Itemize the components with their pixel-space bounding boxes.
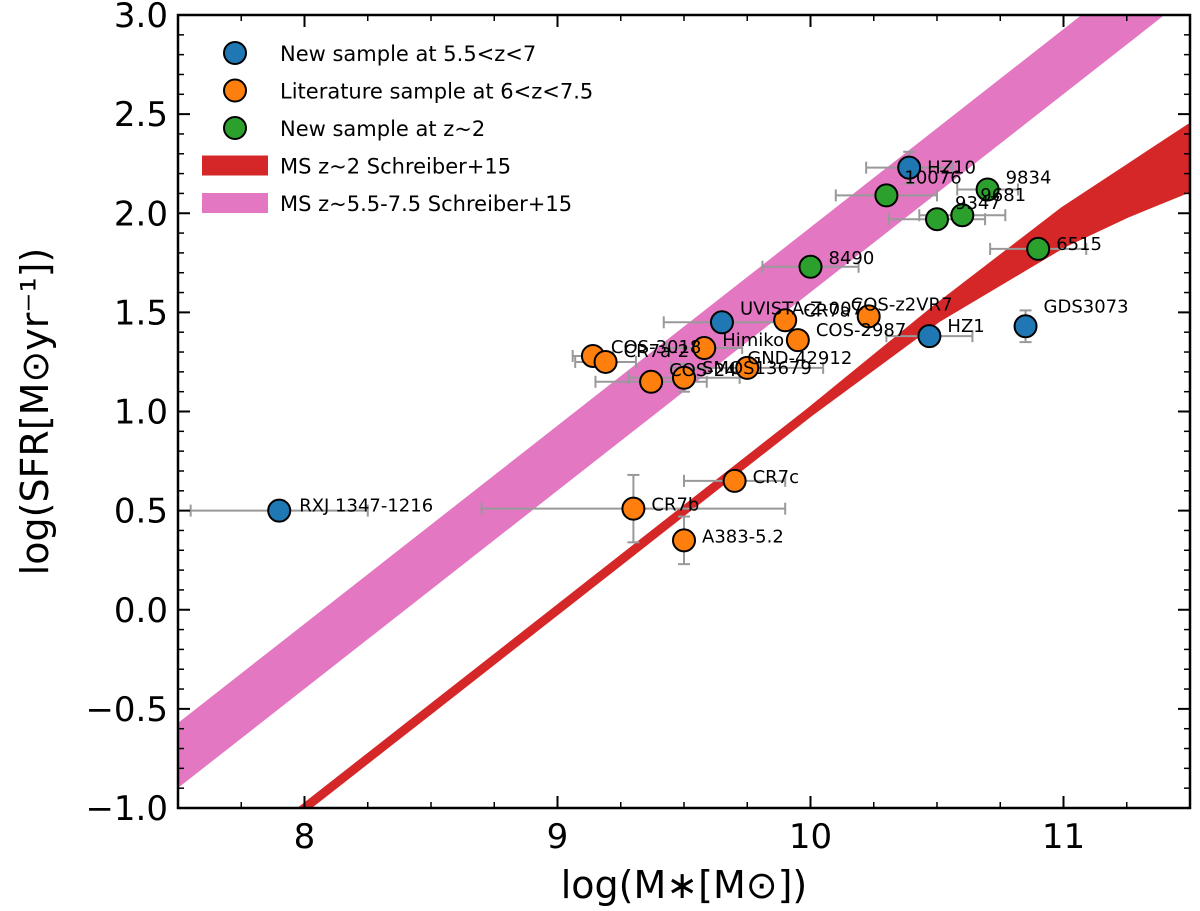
legend-label: Literature sample at 6<z<7.5 (280, 80, 593, 104)
legend-label: New sample at z~2 (280, 117, 485, 141)
data-point-label: A383-5.2 (702, 526, 784, 547)
legend-label: New sample at 5.5<z<7 (280, 42, 536, 66)
legend-label: MS z~2 Schreiber+15 (280, 155, 511, 179)
data-point (925, 207, 949, 232)
data-point (722, 468, 747, 493)
data-point (735, 355, 760, 380)
data-point (856, 304, 881, 329)
y-tick-label: −0.5 (85, 690, 168, 730)
data-point (621, 496, 646, 521)
data-point (773, 308, 798, 333)
ms-bands (178, 15, 1190, 808)
data-point-label: GDS3073 (1044, 296, 1129, 317)
legend: New sample at 5.5<z<7 Literature sample a… (202, 41, 593, 216)
data-point (798, 254, 823, 279)
data-point (672, 528, 696, 553)
data-markers (267, 155, 1051, 553)
data-point (917, 324, 942, 349)
y-tick-label: 2.0 (114, 194, 168, 234)
data-point-label: 9834 (1006, 167, 1052, 188)
x-tick-label: 11 (1042, 817, 1085, 857)
y-tick-label: 0.5 (114, 492, 168, 532)
data-point-label: HZ1 (947, 316, 984, 337)
point-labels: HZ10 UVISTA-Z-007 HZ1 GDS3073 RXJ 1347-1216 C… (299, 158, 1128, 548)
data-point (1026, 236, 1051, 261)
y-tick-label: −1.0 (85, 789, 168, 829)
x-tick-label: 10 (789, 817, 832, 857)
legend-marker (223, 116, 247, 140)
y-tick-label: 3.0 (114, 0, 168, 36)
data-point-label: 6515 (1056, 234, 1102, 255)
ms-high-z-band (178, 15, 1165, 787)
data-point-label: COS-z2VR7 (851, 294, 953, 315)
data-point-label: UVISTA-Z-007 (740, 298, 863, 319)
data-point (692, 336, 717, 361)
data-point (1013, 314, 1038, 339)
data-point-label: 10076 (904, 167, 961, 188)
data-point-label: 8490 (829, 248, 875, 269)
data-point (975, 177, 1000, 202)
data-point (639, 369, 664, 394)
data-point-label: HZ10 (927, 158, 976, 179)
y-tick-label: 1.0 (114, 393, 168, 433)
data-point (785, 328, 810, 353)
ms-z2-band (297, 123, 1190, 808)
data-point-label: CR7c (753, 467, 799, 488)
x-tick-label: 9 (547, 817, 569, 857)
y-tick-label: 0.0 (114, 591, 168, 631)
data-point (672, 365, 696, 390)
data-point-label: CR7a (803, 300, 851, 321)
legend-swatch (202, 193, 268, 213)
data-point-label: CR7b (651, 495, 699, 516)
data-point-label: COS-24 (669, 360, 737, 381)
data-point (267, 498, 292, 523)
legend-marker (223, 41, 247, 65)
legend-swatch (202, 155, 268, 176)
data-point (874, 183, 899, 208)
data-point (593, 349, 618, 374)
data-point-label: COS-3018 (611, 337, 701, 358)
data-point-label: SMOS13679 (702, 358, 812, 379)
data-point-label: Himiko (722, 330, 784, 351)
y-tick-label: 1.5 (114, 293, 168, 333)
data-point-label: 9681 (980, 185, 1026, 206)
legend-marker (223, 78, 247, 103)
x-axis-title: log(M∗[M⊙]) (561, 863, 807, 907)
data-point-label: COS-2987 (816, 320, 906, 341)
data-point (897, 155, 922, 180)
y-axis-title: log(SFR[M⊙yr⁻¹]) (13, 248, 57, 576)
axis-ticks: 8 9 10 11 −1.0 −0.5 0.0 0.5 1.0 1.5 2.0 2.5 3.0 (85, 0, 1191, 857)
x-tick-label: 8 (294, 817, 316, 857)
data-point (709, 310, 734, 335)
legend-label: MS z~5.5-7.5 Schreiber+15 (280, 192, 572, 216)
data-point-label: RXJ 1347-1216 (299, 496, 433, 517)
data-point-label: CR7a-2 (624, 341, 690, 362)
data-point-label: 9347 (955, 193, 1001, 214)
data-point (950, 203, 975, 228)
data-point-label: GND-42912 (747, 348, 852, 369)
y-tick-label: 2.5 (114, 95, 168, 135)
